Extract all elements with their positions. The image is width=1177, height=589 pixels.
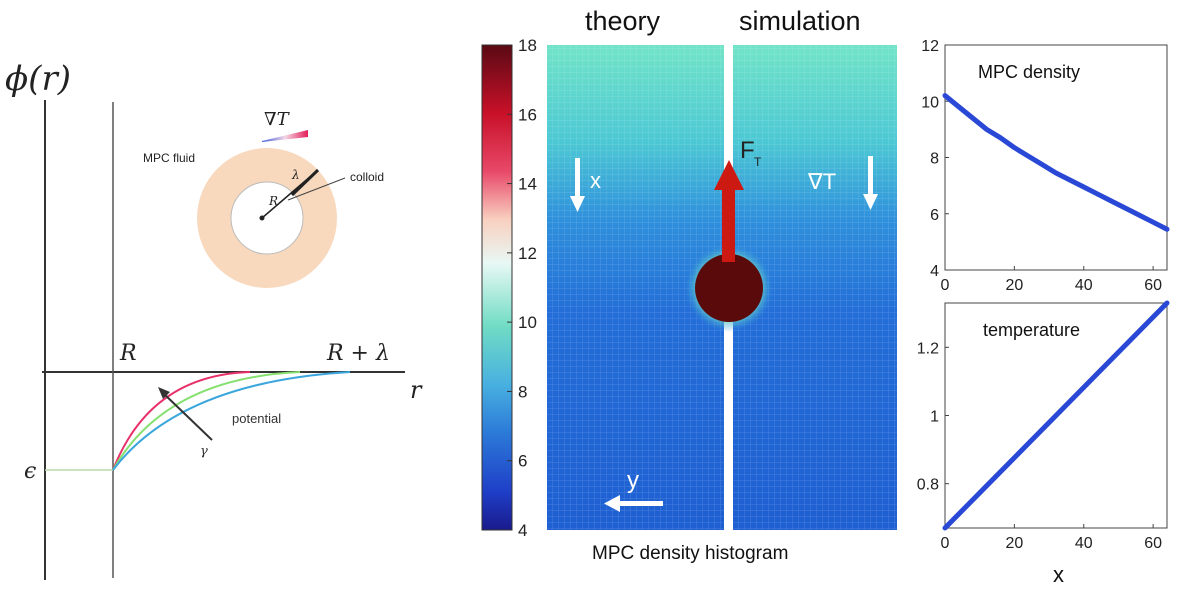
histogram-caption: MPC density histogram [592, 543, 788, 564]
force-label: F [740, 137, 755, 164]
lambda-segment [290, 168, 320, 197]
y-arrow-head [604, 495, 620, 512]
x-tick-label: 20 [1005, 277, 1023, 294]
potential-curve-1 [112, 371, 251, 471]
gamma-arrow [161, 391, 213, 441]
simulation-label: simulation [739, 6, 861, 36]
gradT-arrow-head [863, 194, 878, 210]
colorbar [481, 44, 513, 531]
potential-panel: ϕ(r) r R R + λ ϵ γ potential R λ MPC flu… [5, 59, 423, 580]
y-arrow-shaft [618, 501, 663, 506]
x-tick-label: 20 [1005, 535, 1023, 552]
colloid-inset: R λ MPC fluid colloid ∇T [143, 109, 384, 288]
colorbar-tick-label: 6 [518, 452, 527, 471]
tick-R: R [119, 341, 137, 366]
x-direction-label: x [590, 168, 601, 193]
colorbar-tick-label: 12 [518, 244, 537, 263]
density-panel: 18 16 14 12 10 8 6 4 F T x ∇T y theory simulati… [481, 6, 897, 564]
density-chart-frame [944, 44, 1168, 271]
y-tick-label: 8 [930, 151, 939, 168]
density-chart-title: MPC density [978, 62, 1080, 82]
y-tick-label: 1 [930, 409, 939, 426]
y-tick-label: 1.2 [917, 340, 939, 357]
colloid-core [230, 181, 304, 255]
force-arrow-head [714, 160, 744, 190]
phi-axis-label: ϕ(r) [5, 59, 71, 99]
inset-R-label: R [268, 194, 278, 208]
x-tick-label: 60 [1144, 535, 1162, 552]
colorbar-tick-label: 4 [518, 521, 527, 540]
potential-label: potential [232, 411, 281, 426]
x-tick-label: 40 [1075, 277, 1093, 294]
gradT-direction-label: ∇T [807, 169, 836, 194]
colloid-label: colloid [350, 170, 384, 184]
colorbar-tick-label: 8 [518, 382, 527, 401]
y-direction-label: y [627, 467, 639, 494]
gamma-label: γ [200, 444, 208, 459]
series-line [942, 300, 1170, 531]
y-tick-label: 0.8 [917, 477, 939, 494]
gradT-arrow-shaft [868, 156, 873, 196]
colorbar-tick-label: 18 [518, 36, 537, 55]
tick-epsilon: ϵ [24, 459, 36, 484]
temperature-chart-xlabel: x [1053, 562, 1064, 587]
y-tick-label: 12 [921, 38, 939, 55]
inset-lambda-label: λ [291, 168, 300, 182]
y-tick-label: 6 [930, 207, 939, 224]
x-tick-label: 40 [1075, 535, 1093, 552]
colorbar-tick-label: 16 [518, 105, 537, 124]
force-subscript: T [754, 155, 762, 169]
colloid-disk [695, 254, 763, 322]
colorbar-tick-label: 14 [518, 175, 537, 194]
y-tick-label: 10 [921, 94, 939, 111]
grad-T-wedge [262, 130, 308, 142]
r-axis-label: r [410, 376, 423, 404]
x-tick-label: 60 [1144, 277, 1162, 294]
x-arrow-shaft [575, 158, 580, 198]
theory-label: theory [585, 6, 661, 36]
colloid-pointer [287, 177, 346, 201]
temperature-chart: temperature x 0 20 40 60 0.8 1 1.2 [917, 300, 1170, 587]
x-arrow-head [570, 196, 585, 212]
mpc-fluid-label: MPC fluid [143, 151, 195, 165]
colorbar-tick-label: 10 [518, 313, 537, 332]
force-arrow-shaft [722, 186, 735, 262]
x-tick-label: 0 [941, 277, 950, 294]
temperature-chart-title: temperature [983, 320, 1080, 340]
gamma-arrowhead [158, 387, 170, 399]
tick-R-plus-lambda: R + λ [326, 341, 390, 366]
colorbar-ticks: 18 16 14 12 10 8 6 4 [507, 36, 537, 540]
potential-curve-2 [112, 371, 301, 471]
potential-curve-3 [112, 371, 351, 471]
series-line [942, 93, 1170, 232]
grad-T-label: ∇T [264, 109, 291, 130]
y-tick-label: 4 [930, 263, 939, 280]
x-tick-label: 0 [941, 535, 950, 552]
density-chart: MPC density 0 20 40 60 4 6 8 10 12 [921, 38, 1170, 294]
